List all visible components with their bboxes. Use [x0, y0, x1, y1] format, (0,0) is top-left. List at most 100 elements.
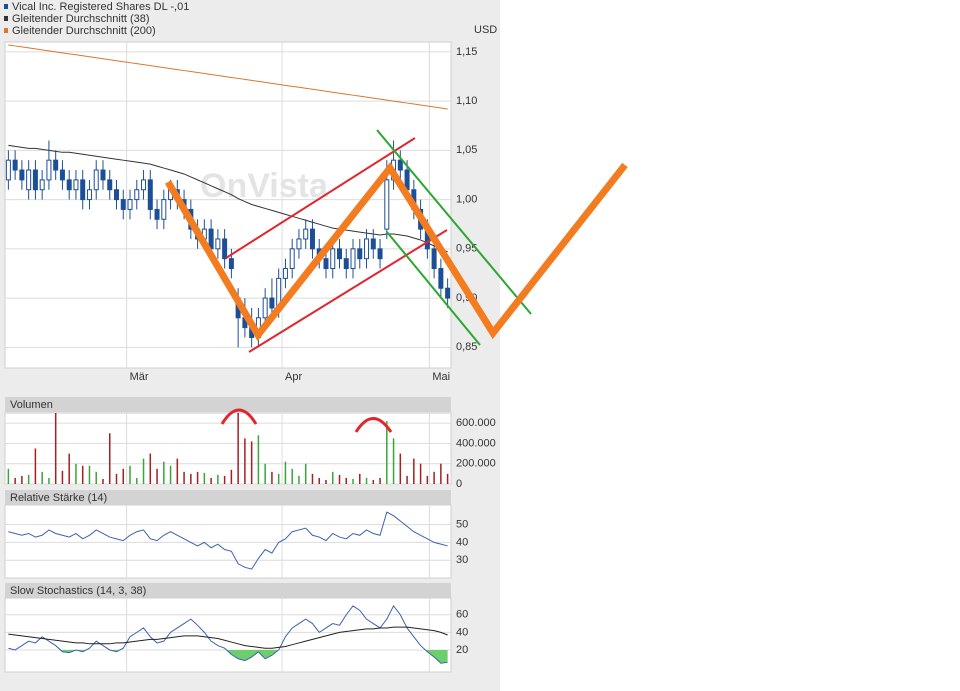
candle-body — [222, 238, 228, 260]
candle-body — [134, 189, 140, 201]
legend-label: Gleitender Durchschnitt (38) — [12, 13, 150, 25]
volume-bar — [338, 474, 341, 484]
candle-body — [350, 248, 356, 270]
x-tick-label: Apr — [285, 371, 302, 383]
volume-bar — [271, 471, 273, 484]
volume-bar — [237, 413, 239, 484]
oversold-fill — [60, 649, 448, 664]
volume-bar — [136, 477, 138, 484]
candle-body — [107, 179, 113, 191]
volume-bar — [230, 469, 233, 484]
volume-bar — [149, 453, 152, 484]
volume-bar — [108, 433, 111, 484]
channel-line — [376, 129, 532, 315]
y-tick-label: 0 — [456, 478, 462, 490]
volume-bar — [277, 473, 280, 484]
candle-body — [66, 179, 72, 191]
indicator-line — [8, 511, 448, 570]
arc-mark — [220, 408, 258, 425]
candle-body — [289, 248, 295, 270]
legend-label: Vical Inc. Registered Shares DL -,01 — [12, 1, 189, 13]
candle-body — [269, 297, 275, 309]
y-tick-label: 50 — [456, 518, 468, 530]
plot-area — [4, 597, 452, 673]
volume-bar — [176, 458, 179, 484]
volume-bar — [433, 471, 435, 484]
y-tick-label: 1,10 — [456, 95, 477, 107]
candle-body — [228, 258, 234, 270]
volume-bar — [81, 465, 84, 484]
legend-swatch — [4, 28, 8, 33]
channel-line — [225, 137, 416, 259]
volume-bar — [419, 463, 422, 484]
candle-body — [80, 179, 86, 201]
candle-body — [445, 287, 451, 299]
panel-title: Volumen — [10, 399, 53, 411]
candle-body — [330, 248, 336, 270]
candle-body — [323, 258, 329, 270]
volume-bar — [426, 475, 429, 484]
volume-bar — [68, 453, 70, 484]
candle-body — [73, 179, 79, 191]
unit-label: USD — [474, 24, 497, 36]
volume-bar — [163, 461, 165, 484]
plot-area — [4, 412, 452, 485]
volume-bar — [446, 473, 449, 484]
y-tick-label: 200.000 — [456, 458, 496, 470]
volume-bar — [34, 448, 37, 484]
volume-bar — [122, 468, 125, 484]
candle-body — [343, 258, 349, 270]
volume-bar — [88, 465, 91, 484]
candle-body — [215, 238, 221, 250]
volume-bar — [183, 471, 185, 484]
w-pattern — [164, 161, 628, 342]
candle-body — [39, 179, 45, 191]
y-tick-label: 0,95 — [456, 243, 477, 255]
volume-bar — [399, 453, 402, 484]
volume-bar — [379, 477, 381, 484]
volume-bar — [386, 421, 388, 484]
legend-label: Gleitender Durchschnitt (200) — [12, 25, 156, 37]
candle-body — [282, 268, 288, 279]
channel-line — [248, 229, 448, 353]
hand-drawn-annotations — [164, 129, 628, 433]
volume-bar — [196, 471, 199, 484]
volume-bar — [298, 475, 300, 484]
candle-body — [127, 199, 133, 210]
volume-bar — [284, 461, 287, 484]
candle-body — [337, 248, 342, 260]
candle-body — [303, 228, 309, 240]
y-tick-label: 1,00 — [456, 193, 477, 205]
candle-body — [357, 248, 363, 260]
moving-average — [8, 144, 448, 253]
candle-body — [370, 238, 376, 250]
x-tick-label: Mai — [432, 371, 450, 383]
volume-bar — [359, 473, 361, 484]
moving-average — [8, 44, 448, 110]
volume-bar — [41, 471, 43, 484]
x-tick-label: Mär — [130, 371, 149, 383]
volume-bar — [102, 478, 104, 484]
candle-body — [19, 169, 25, 181]
candle-body — [397, 159, 403, 171]
volume-bar — [372, 479, 375, 484]
arc-mark — [354, 417, 393, 433]
plot-area — [4, 41, 452, 369]
volume-bar — [210, 477, 212, 484]
volume-bar — [440, 463, 442, 484]
panel-header — [5, 583, 451, 598]
candle-body — [262, 297, 268, 319]
candle-body — [5, 159, 11, 181]
volume-bar — [325, 479, 327, 484]
y-tick-label: 1,05 — [456, 144, 477, 156]
volume-bar — [217, 474, 219, 484]
volume-bar — [244, 438, 246, 484]
volume-bar — [392, 438, 395, 484]
volume-bar — [115, 473, 118, 484]
candle-body — [120, 199, 126, 210]
y-tick-label: 20 — [456, 644, 468, 656]
panel-title: Slow Stochastics (14, 3, 38) — [10, 585, 146, 597]
channel-line — [386, 231, 481, 346]
volume-bar — [291, 468, 293, 484]
